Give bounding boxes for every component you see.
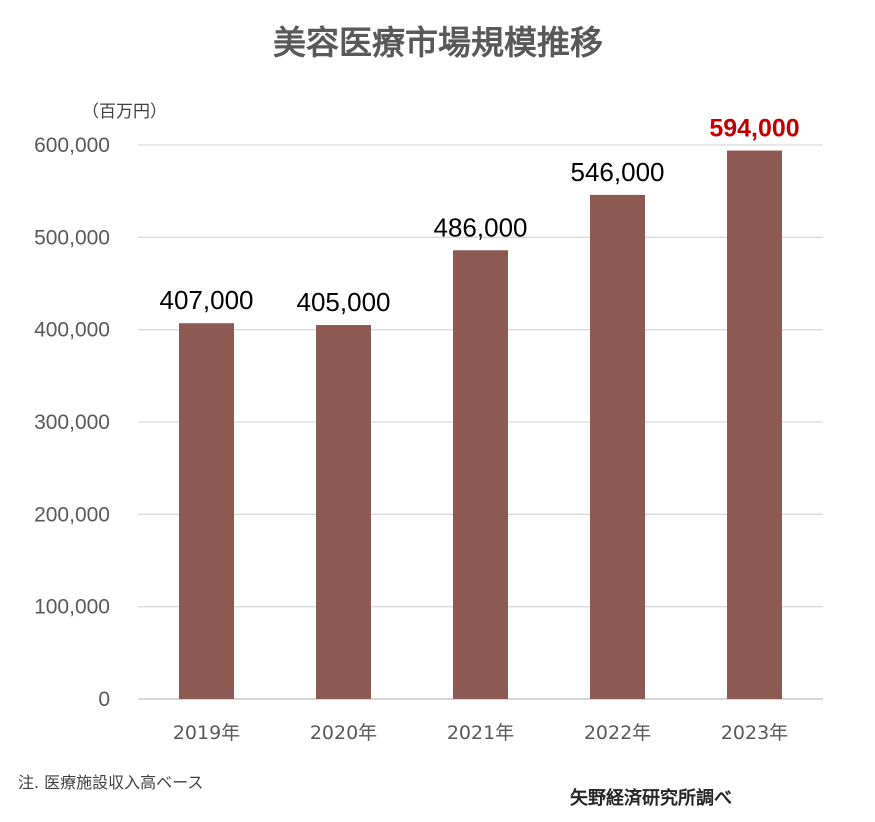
- data-label: 546,000: [571, 157, 665, 187]
- chart-title: 美容医療市場規模推移: [273, 23, 603, 62]
- data-label: 486,000: [434, 212, 528, 242]
- data-label: 407,000: [160, 285, 254, 315]
- y-tick-label: 400,000: [34, 319, 110, 342]
- bar-2021: [453, 250, 508, 699]
- x-tick-label: 2022年: [584, 722, 651, 744]
- y-axis-ticks: 0 100,000 200,000 300,000 400,000 500,000 600,…: [34, 134, 110, 711]
- y-tick-label: 200,000: [34, 503, 110, 526]
- data-label: 405,000: [297, 287, 391, 317]
- data-label: 594,000: [709, 115, 799, 143]
- source-credit: 矢野経済研究所調べ: [570, 787, 732, 809]
- y-tick-label: 0: [98, 688, 110, 711]
- footnote: 注. 医療施設収入高ベース: [18, 773, 203, 792]
- y-tick-label: 300,000: [34, 411, 110, 434]
- x-tick-label: 2020年: [310, 722, 377, 744]
- y-tick-label: 500,000: [34, 226, 110, 249]
- bar-2022: [590, 194, 645, 700]
- y-tick-label: 100,000: [34, 596, 110, 619]
- bar-2020: [316, 325, 371, 699]
- bars: [179, 150, 782, 700]
- x-tick-label: 2023年: [721, 722, 788, 744]
- bar-2019: [179, 323, 234, 699]
- y-unit-label: （百万円）: [82, 102, 167, 122]
- x-tick-label: 2019年: [173, 722, 240, 744]
- y-tick-label: 600,000: [34, 134, 110, 157]
- x-tick-label: 2021年: [447, 722, 514, 744]
- bar-2023: [727, 150, 782, 700]
- x-axis-ticks: 2019年 2020年 2021年 2022年 2023年: [173, 722, 788, 744]
- data-labels: 407,000 405,000 486,000 546,000 594,000: [160, 115, 800, 318]
